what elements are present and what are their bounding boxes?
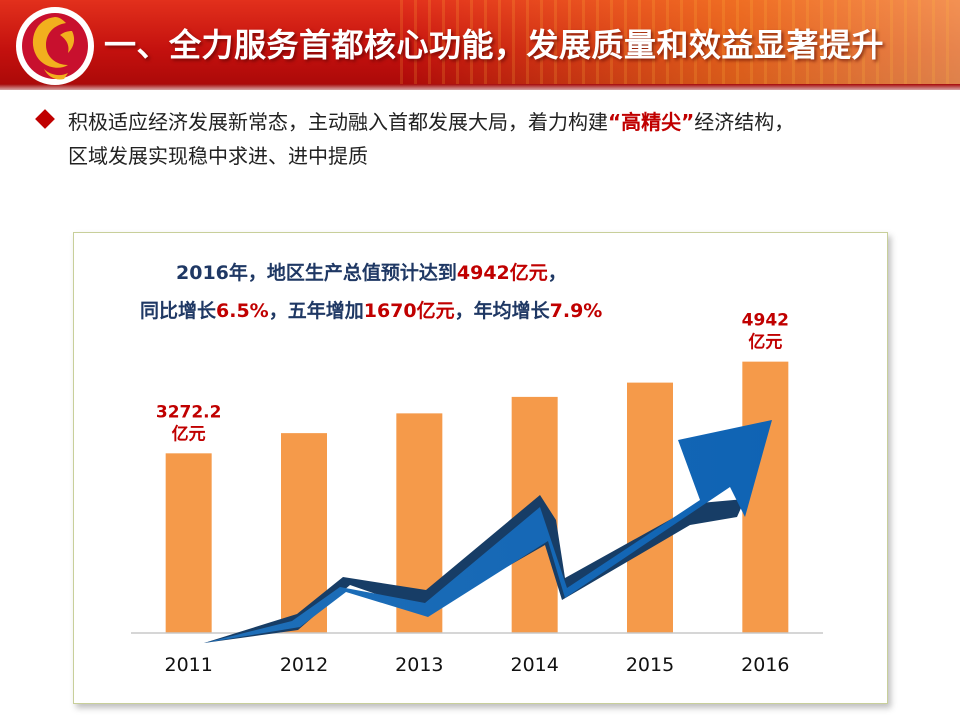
annotation-text: ，年均增长 — [454, 300, 550, 322]
x-tick-label: 2012 — [280, 654, 328, 676]
page-title: 一、全力服务首都核心功能，发展质量和效益显著提升 — [104, 26, 885, 64]
annotation-value: 1670亿元 — [363, 300, 455, 322]
growth-arrow-icon — [204, 420, 772, 643]
bar-2011 — [165, 453, 212, 633]
x-tick-label: 2016 — [741, 654, 789, 676]
banner-shadow — [0, 84, 960, 90]
header-banner — [0, 0, 960, 90]
annotation-line-1: 2016年，地区生产总值预计达到4942亿元， — [176, 258, 567, 285]
annotation-text: ，五年增加 — [268, 300, 364, 322]
annotation-text: 同比增长 — [140, 300, 217, 322]
intro-text: 积极适应经济发展新常态，主动融入首都发展大局，着力构建 — [68, 110, 608, 134]
annotation-value: 6.5% — [216, 300, 269, 322]
x-tick-label: 2015 — [626, 654, 674, 676]
intro-paragraph: 积极适应经济发展新常态，主动融入首都发展大局，着力构建“高精尖”经济结构， 区域… — [68, 105, 956, 173]
annotation-text: ， — [547, 262, 567, 284]
bar-2015 — [627, 382, 673, 633]
data-label-value: 4942 — [742, 311, 789, 331]
x-tick-label: 2014 — [510, 654, 558, 676]
intro-text-line2: 区域发展实现稳中求进、进中提质 — [68, 144, 368, 168]
annotation-value: 7.9% — [549, 300, 603, 322]
annotation-line-2: 同比增长6.5%，五年增加1670亿元，年均增长7.9% — [140, 296, 602, 323]
red-gold-emblem-icon — [16, 7, 94, 85]
intro-highlight: “高精尖” — [608, 110, 695, 134]
annotation-value: 4942亿元 — [456, 262, 548, 284]
x-tick-label: 2013 — [395, 654, 443, 676]
data-label-unit: 亿元 — [748, 332, 782, 353]
data-label-unit: 亿元 — [172, 423, 206, 444]
city-skyline-background — [400, 0, 960, 90]
annotation-text: 2016年，地区生产总值预计达到 — [176, 262, 457, 284]
x-tick-label: 2011 — [164, 654, 212, 676]
data-label-value: 3272.2 — [156, 402, 222, 422]
intro-text-tail: 经济结构， — [694, 110, 795, 134]
